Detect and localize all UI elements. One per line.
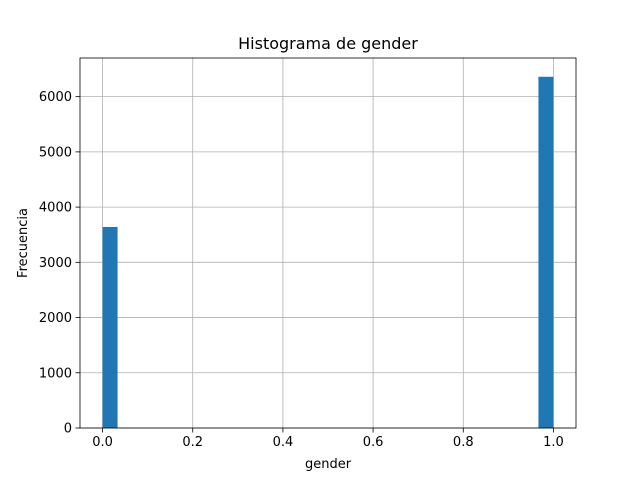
x-tick-label-0: 0.0 — [92, 435, 113, 450]
plot-frame — [79, 57, 577, 429]
x-tick-label-4: 0.8 — [453, 435, 474, 450]
x-tick-label-3: 0.6 — [363, 435, 384, 450]
histogram-bar-0 — [102, 226, 118, 428]
x-tick-label-5: 1.0 — [543, 435, 564, 450]
y-axis-ticks: 0 1000 2000 3000 4000 5000 6000 — [39, 90, 80, 437]
y-tick-label-3: 3000 — [39, 256, 72, 271]
y-tick-label-1: 1000 — [39, 366, 72, 381]
x-axis-ticks: 0.0 0.2 0.4 0.6 0.8 1.0 — [92, 428, 564, 450]
y-tick-label-5: 5000 — [39, 145, 72, 160]
histogram-bars — [102, 76, 554, 428]
y-tick-label-2: 2000 — [39, 311, 72, 326]
x-tick-label-1: 0.2 — [182, 435, 203, 450]
y-axis-label: Frecuencia — [16, 208, 31, 278]
chart-title: Histograma de gender — [238, 34, 418, 53]
axes-spines — [79, 57, 577, 429]
y-tick-label-4: 4000 — [39, 201, 72, 216]
y-tick-label-6: 6000 — [39, 90, 72, 105]
x-tick-label-2: 0.4 — [273, 435, 294, 450]
grid-lines — [80, 58, 576, 429]
plot-background — [80, 58, 576, 428]
histogram-bar-1 — [538, 76, 554, 428]
y-tick-label-0: 0 — [64, 422, 72, 437]
x-axis-label: gender — [305, 457, 352, 472]
